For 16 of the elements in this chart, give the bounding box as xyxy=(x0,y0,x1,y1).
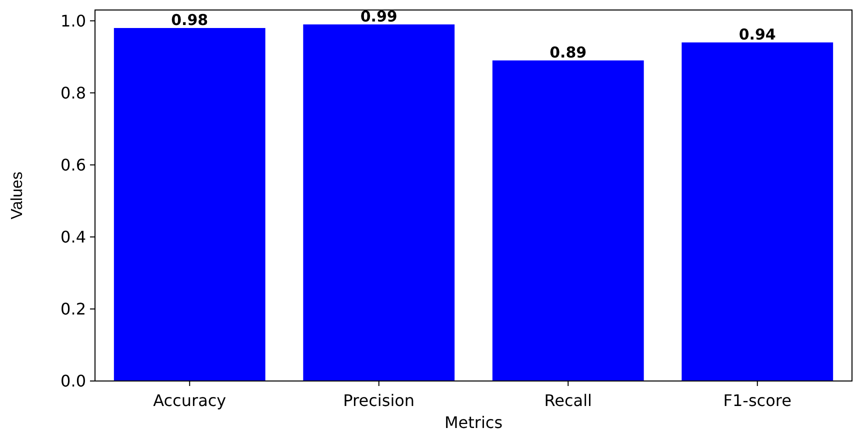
x-tick-label: F1-score xyxy=(723,391,792,410)
data-label: 0.89 xyxy=(550,43,587,62)
y-tick-label: 0.0 xyxy=(60,372,86,391)
y-tick-label: 1.0 xyxy=(60,11,86,30)
y-tick-label: 0.4 xyxy=(60,228,86,247)
x-tick-label: Recall xyxy=(544,391,592,410)
y-tick-label: 0.6 xyxy=(60,155,86,174)
x-tick-label: Precision xyxy=(343,391,415,410)
x-tick-label: Accuracy xyxy=(153,391,226,410)
y-axis-title: Values xyxy=(9,172,26,220)
y-tick-label: 0.8 xyxy=(60,83,86,102)
data-label: 0.99 xyxy=(360,7,398,26)
x-axis-title: Metrics xyxy=(444,413,503,431)
y-tick-label: 0.2 xyxy=(60,300,86,319)
data-label: 0.98 xyxy=(171,11,208,30)
data-label: 0.94 xyxy=(738,25,776,44)
